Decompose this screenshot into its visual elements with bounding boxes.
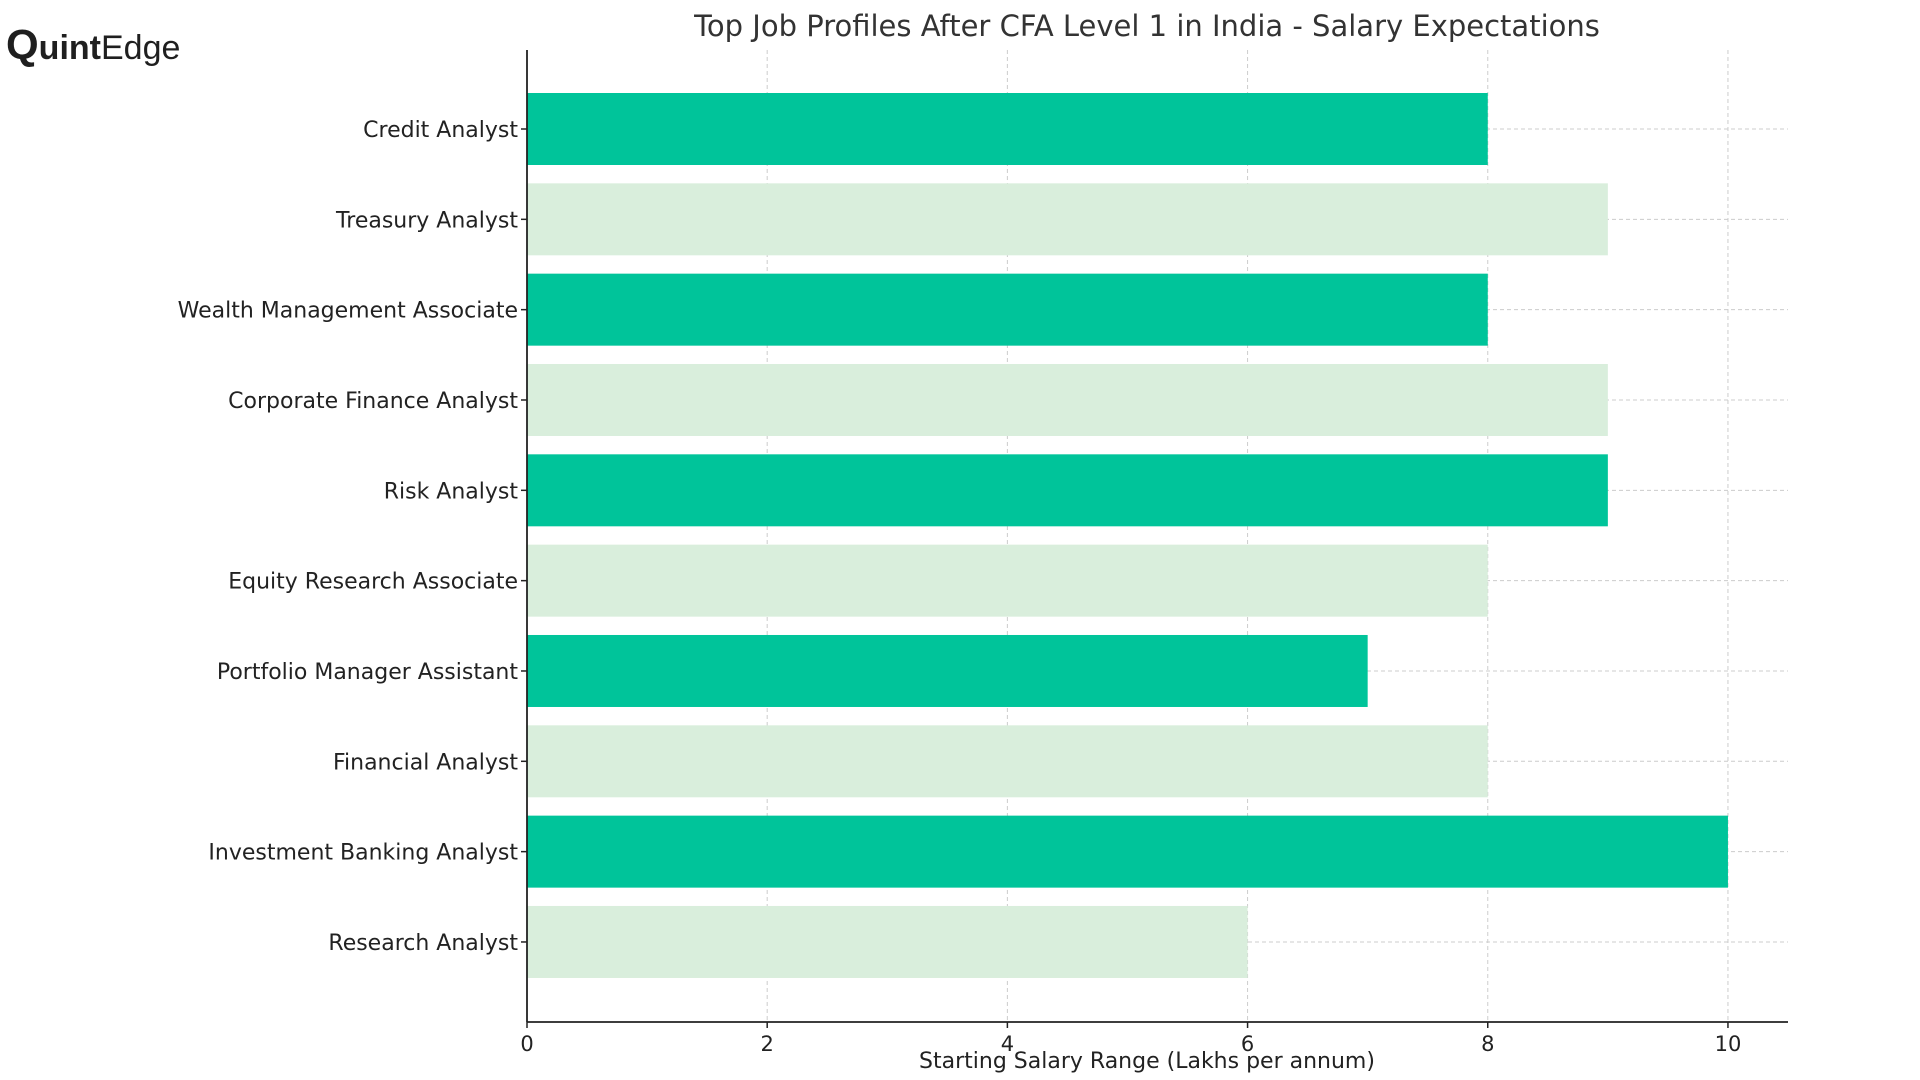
logo-q: Q xyxy=(6,21,39,68)
category-label: Equity Research Associate xyxy=(228,570,518,595)
x-axis-label: Starting Salary Range (Lakhs per annum) xyxy=(919,1049,1375,1074)
bar xyxy=(527,363,1608,436)
chart-title: Top Job Profiles After CFA Level 1 in In… xyxy=(693,9,1600,43)
category-label: Risk Analyst xyxy=(384,479,519,504)
x-tick-label: 10 xyxy=(1715,1032,1742,1056)
category-label: Financial Analyst xyxy=(333,750,518,775)
bar xyxy=(527,725,1488,798)
logo-edge: Edge xyxy=(100,29,181,67)
category-label: Wealth Management Associate xyxy=(178,299,518,324)
category-label: Credit Analyst xyxy=(363,118,518,143)
bars xyxy=(527,93,1728,978)
category-label: Treasury Analyst xyxy=(335,208,518,233)
category-label: Investment Banking Analyst xyxy=(208,841,518,866)
x-tick-label: 0 xyxy=(520,1032,533,1056)
x-tick-labels: 0 2 4 6 8 10 xyxy=(520,1032,1741,1056)
category-label: Research Analyst xyxy=(328,931,518,956)
bar xyxy=(527,183,1608,256)
category-label: Corporate Finance Analyst xyxy=(228,389,518,414)
bar xyxy=(527,905,1248,978)
bar xyxy=(527,454,1608,527)
bar xyxy=(527,93,1488,165)
x-tick-label: 8 xyxy=(1481,1032,1494,1056)
category-labels: Credit Analyst Treasury Analyst Wealth Man… xyxy=(178,118,519,956)
category-label: Portfolio Manager Assistant xyxy=(217,660,519,685)
quintedge-logo: QuintEdge xyxy=(6,24,180,66)
bar xyxy=(527,634,1368,707)
bar xyxy=(527,273,1488,346)
bar xyxy=(527,544,1488,617)
x-tick-label: 2 xyxy=(761,1032,774,1056)
x-tick-label: 6 xyxy=(1241,1032,1254,1056)
logo-uint: uint xyxy=(38,29,101,67)
x-tick-label: 4 xyxy=(1001,1032,1014,1056)
axes xyxy=(521,50,1788,1028)
bar xyxy=(527,815,1728,888)
